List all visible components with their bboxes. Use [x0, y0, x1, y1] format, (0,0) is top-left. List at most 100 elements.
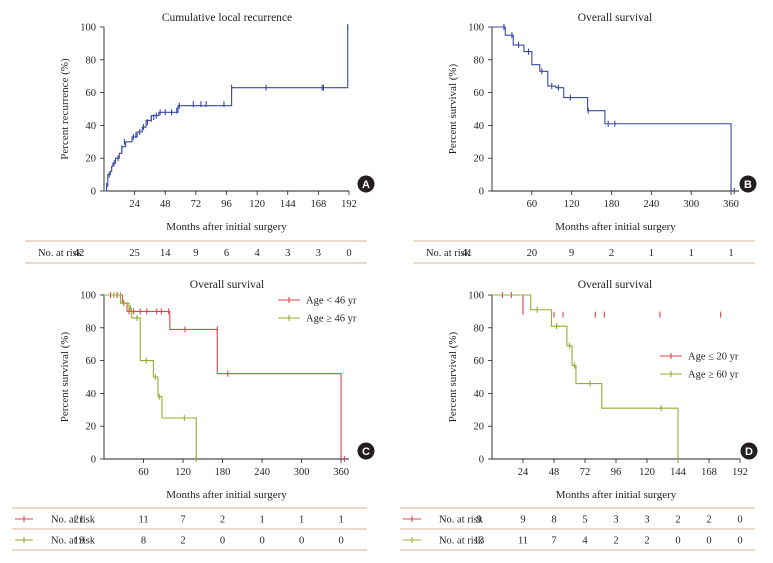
x-tick-label: 240: [643, 199, 659, 210]
x-tick-label: 120: [564, 199, 580, 210]
x-tick-label: 192: [341, 199, 357, 210]
risk-value: 2: [675, 515, 680, 526]
x-tick-label: 168: [701, 467, 717, 478]
chart-title: Cumulative local recurrence: [162, 12, 292, 24]
y-tick-label: 0: [479, 455, 484, 466]
risk-value: 7: [551, 536, 556, 547]
risk-value: 2: [644, 536, 649, 547]
risk-value: 8: [551, 515, 556, 526]
legend-label: Age ≥ 60 yr: [688, 370, 739, 381]
y-tick-label: 40: [86, 389, 97, 400]
panel-badge: [740, 442, 758, 460]
risk-row-label: No. at risk: [38, 248, 83, 259]
x-tick-label: 144: [280, 199, 297, 210]
risk-row-label: No. at risk: [439, 515, 484, 526]
y-tick-label: 40: [474, 121, 485, 132]
x-tick-label: 168: [311, 199, 327, 210]
risk-row-label: No. at risk: [51, 536, 96, 547]
y-tick-label: 80: [86, 55, 97, 66]
risk-value: 3: [644, 515, 649, 526]
series-line-0: [492, 294, 524, 315]
series-line-1: [104, 294, 197, 459]
legend-label: Age ≤ 20 yr: [688, 352, 739, 363]
x-tick-label: 360: [723, 199, 739, 210]
risk-value: 1: [299, 515, 304, 526]
panel-letter: D: [745, 446, 753, 458]
risk-value: 1: [649, 248, 654, 259]
chart-title: Overall survival: [190, 279, 264, 291]
legend-label: Age < 46 yr: [306, 296, 357, 307]
risk-value: 13: [474, 536, 485, 547]
y-tick-label: 100: [80, 23, 96, 34]
y-tick-label: 20: [86, 422, 97, 433]
panel-letter: A: [362, 179, 370, 191]
risk-value: 9: [476, 515, 481, 526]
x-tick-label: 180: [215, 467, 231, 478]
y-axis-label: Percent survival (%): [447, 63, 459, 154]
x-axis-label: Months after initial surgery: [166, 221, 287, 233]
y-tick-label: 80: [86, 323, 97, 334]
y-tick-label: 60: [86, 356, 97, 367]
risk-value: 4: [255, 248, 261, 259]
y-tick-label: 100: [468, 23, 484, 34]
risk-value: 5: [582, 515, 587, 526]
x-tick-label: 96: [221, 199, 232, 210]
panel-letter: B: [744, 179, 752, 191]
x-axis-label: Months after initial surgery: [555, 221, 676, 233]
risk-value: 9: [520, 515, 525, 526]
x-tick-label: 72: [191, 199, 202, 210]
risk-value: 3: [613, 515, 618, 526]
risk-value: 20: [527, 248, 538, 259]
y-tick-label: 20: [474, 422, 485, 433]
x-tick-label: 120: [639, 467, 655, 478]
y-tick-label: 20: [86, 154, 97, 165]
x-tick-label: 60: [527, 199, 538, 210]
x-tick-label: 192: [732, 467, 748, 478]
x-tick-label: 24: [518, 467, 529, 478]
panel-badge: [357, 175, 375, 193]
panel-a: Cumulative local recurrence0204060801002…: [25, 12, 375, 264]
risk-value: 11: [138, 515, 148, 526]
risk-value: 1: [338, 515, 343, 526]
y-tick-label: 20: [474, 154, 485, 165]
risk-value: 2: [706, 515, 711, 526]
risk-row-label: No. at risk: [439, 536, 484, 547]
risk-value: 1: [259, 515, 264, 526]
risk-value: 0: [299, 536, 304, 547]
risk-value: 3: [285, 248, 290, 259]
x-tick-label: 96: [611, 467, 622, 478]
risk-row-label: No. at risk: [51, 515, 96, 526]
x-tick-label: 180: [604, 199, 620, 210]
risk-value: 19: [74, 536, 85, 547]
y-axis-label: Percent recurrence (%): [59, 58, 71, 160]
x-tick-label: 24: [129, 199, 140, 210]
y-tick-label: 100: [80, 291, 96, 302]
x-axis-label: Months after initial surgery: [556, 489, 677, 501]
x-tick-label: 240: [254, 467, 270, 478]
risk-value: 11: [518, 536, 528, 547]
x-tick-label: 144: [670, 467, 687, 478]
x-tick-label: 72: [580, 467, 591, 478]
risk-value: 2: [609, 248, 614, 259]
risk-value: 0: [737, 536, 742, 547]
risk-value: 9: [193, 248, 198, 259]
risk-value: 42: [74, 248, 85, 259]
x-tick-label: 60: [138, 467, 149, 478]
risk-value: 14: [160, 248, 171, 259]
risk-value: 2: [613, 536, 618, 547]
risk-value: 1: [689, 248, 694, 259]
x-tick-label: 120: [175, 467, 191, 478]
risk-value: 1: [728, 248, 733, 259]
panel-badge: [739, 175, 757, 193]
risk-value: 6: [224, 248, 229, 259]
y-tick-label: 60: [474, 88, 485, 99]
risk-value: 4: [582, 536, 588, 547]
x-tick-label: 120: [249, 199, 265, 210]
series-line-0: [104, 27, 349, 192]
risk-value: 0: [338, 536, 343, 547]
x-tick-label: 48: [549, 467, 560, 478]
y-tick-label: 80: [474, 323, 485, 334]
